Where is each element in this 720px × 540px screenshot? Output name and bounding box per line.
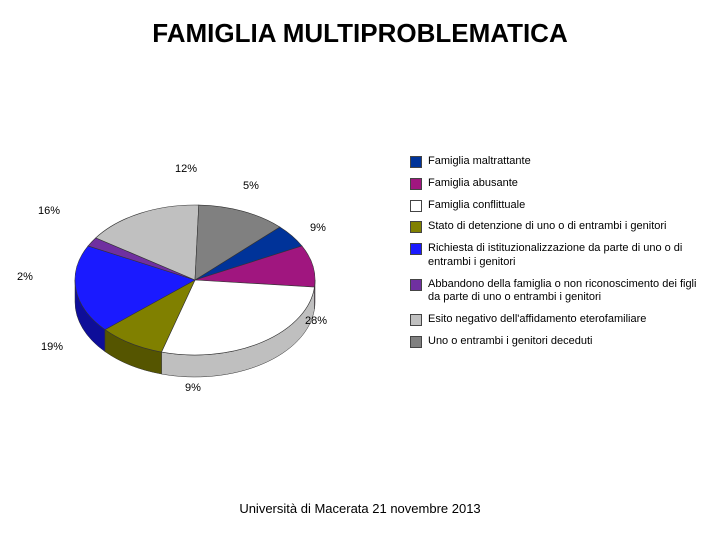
legend-label: Famiglia maltrattante (428, 155, 710, 169)
slice-label: 19% (41, 341, 63, 353)
legend-item: Abbandono della famiglia o non riconosci… (410, 278, 710, 306)
legend-item: Esito negativo dell'affidamento eterofam… (410, 313, 710, 327)
legend-item: Famiglia abusante (410, 177, 710, 191)
legend-label: Stato di detenzione di uno o di entrambi… (428, 220, 710, 234)
legend-swatch (410, 200, 422, 212)
legend-swatch (410, 279, 422, 291)
slice-label: 5% (243, 180, 259, 192)
slice-label: 28% (305, 315, 327, 327)
legend-swatch (410, 243, 422, 255)
legend-label: Esito negativo dell'affidamento eterofam… (428, 313, 710, 327)
legend-swatch (410, 336, 422, 348)
legend-label: Abbandono della famiglia o non riconosci… (428, 278, 710, 306)
slice-label: 9% (310, 222, 326, 234)
legend-swatch (410, 156, 422, 168)
pie-chart: 5%9%28%9%19%2%16%12% (35, 150, 355, 430)
slice-label: 9% (185, 382, 201, 394)
legend-item: Richiesta di istituzionalizzazione da pa… (410, 242, 710, 270)
page-title: FAMIGLIA MULTIPROBLEMATICA (0, 18, 720, 49)
legend-item: Famiglia maltrattante (410, 155, 710, 169)
slice-label: 16% (38, 205, 60, 217)
footer-text: Università di Macerata 21 novembre 2013 (0, 501, 720, 516)
legend-label: Famiglia conflittuale (428, 199, 710, 213)
legend-swatch (410, 221, 422, 233)
legend-item: Stato di detenzione di uno o di entrambi… (410, 220, 710, 234)
legend-item: Famiglia conflittuale (410, 199, 710, 213)
slice-label: 2% (17, 271, 33, 283)
slice-label: 12% (175, 163, 197, 175)
legend-swatch (410, 178, 422, 190)
legend-label: Uno o entrambi i genitori deceduti (428, 335, 710, 349)
legend-item: Uno o entrambi i genitori deceduti (410, 335, 710, 349)
legend-label: Richiesta di istituzionalizzazione da pa… (428, 242, 710, 270)
legend-swatch (410, 314, 422, 326)
legend-label: Famiglia abusante (428, 177, 710, 191)
legend: Famiglia maltrattante Famiglia abusante Fa… (410, 155, 710, 357)
